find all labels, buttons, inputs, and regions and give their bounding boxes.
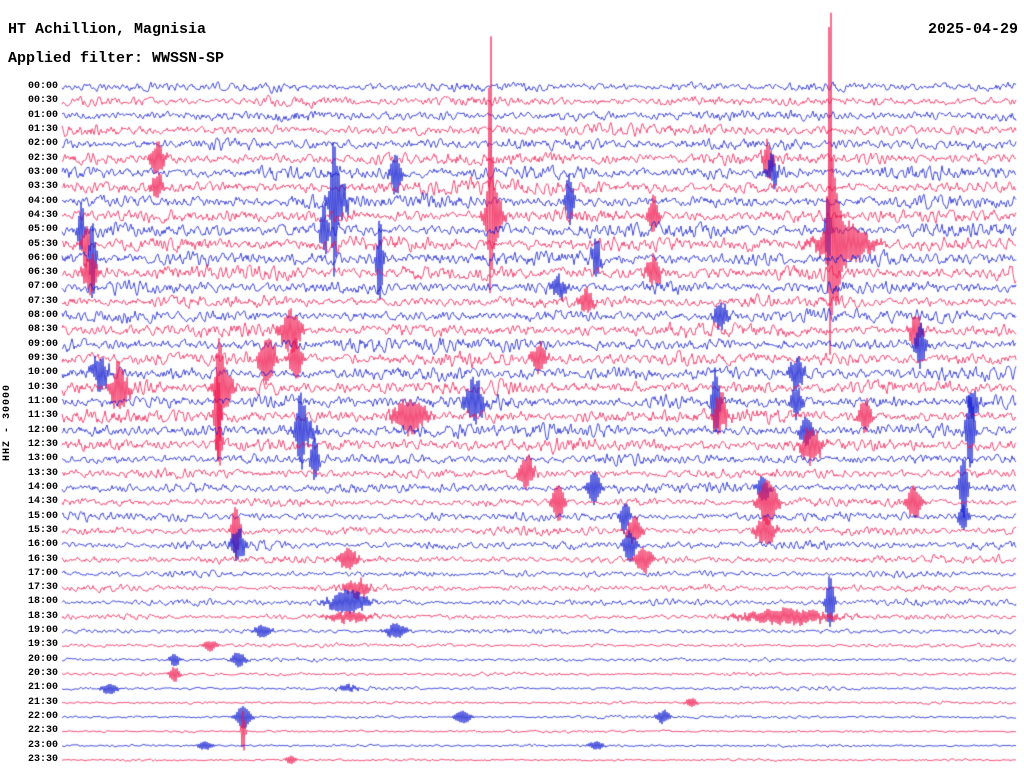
date-label: 2025-04-29 xyxy=(927,21,1018,38)
applied-filter-label: Applied filter: WWSSN-SP xyxy=(8,50,225,67)
station-title: HT Achillion, Magnisia xyxy=(8,21,207,38)
channel-scale-label: HHZ - 30000 xyxy=(2,384,13,462)
